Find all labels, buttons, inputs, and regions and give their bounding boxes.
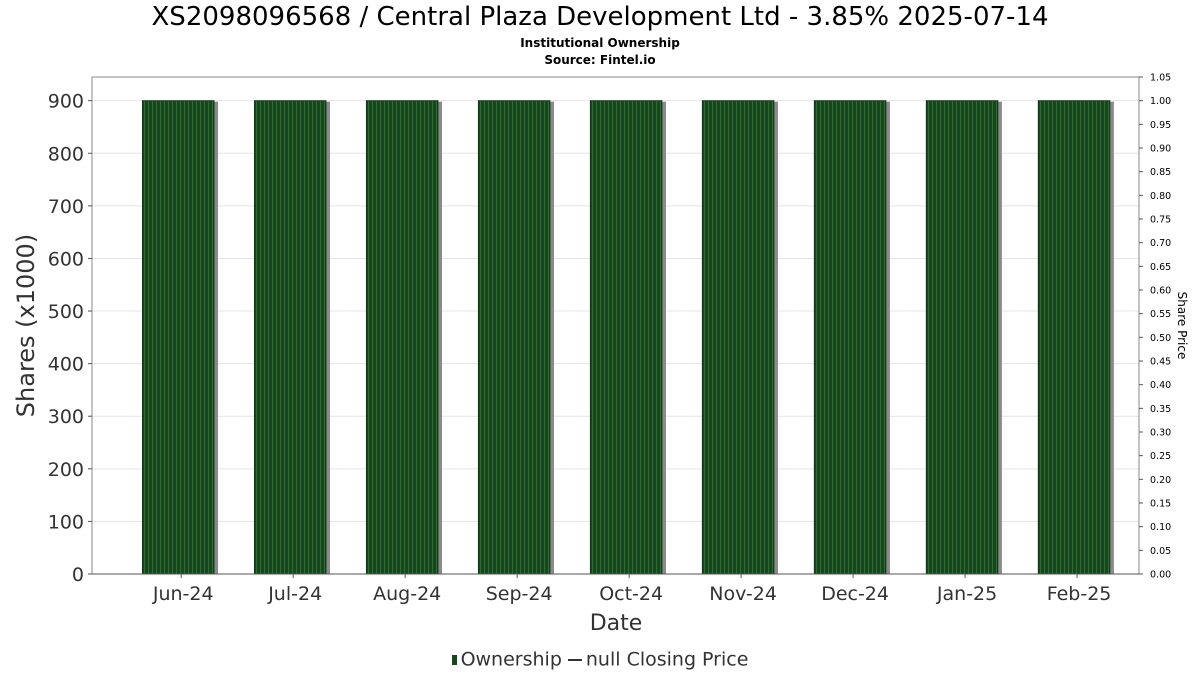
ownership-bar bbox=[141, 100, 215, 575]
x-tick-label: Aug-24 bbox=[373, 583, 441, 605]
ownership-bar bbox=[813, 100, 887, 575]
y-tick-label: 800 bbox=[48, 143, 84, 165]
y2-tick-label: 0.50 bbox=[1150, 333, 1171, 344]
x-tick-label: Feb-25 bbox=[1047, 583, 1112, 605]
y2-tick-label: 0.25 bbox=[1150, 451, 1171, 462]
y-tick-label: 100 bbox=[48, 511, 84, 533]
ownership-bar bbox=[925, 100, 999, 575]
price-legend-swatch bbox=[567, 658, 582, 661]
y-tick-label: 300 bbox=[48, 406, 84, 428]
x-axis-title: Date bbox=[590, 611, 643, 636]
chart-subtitle: Institutional Ownership bbox=[520, 36, 680, 50]
price-legend-label: null Closing Price bbox=[585, 648, 749, 671]
ownership-bar bbox=[589, 100, 663, 575]
y2-tick-label: 0.75 bbox=[1150, 215, 1171, 226]
y2-tick-label: 0.05 bbox=[1150, 546, 1171, 557]
y-tick-label: 0 bbox=[72, 564, 84, 586]
y2-tick-label: 0.85 bbox=[1150, 167, 1171, 178]
ownership-bar bbox=[1037, 100, 1111, 575]
y-tick-label: 900 bbox=[48, 91, 84, 113]
chart-title: XS2098096568 / Central Plaza Development… bbox=[151, 2, 1049, 32]
y2-tick-label: 0.45 bbox=[1150, 357, 1171, 368]
x-tick-label: Jun-24 bbox=[152, 583, 214, 605]
ownership-legend-label: Ownership bbox=[460, 648, 562, 671]
y2-tick-label: 0.55 bbox=[1150, 309, 1171, 320]
y2-tick-label: 0.00 bbox=[1150, 570, 1171, 581]
y2-axis-title: Share Price bbox=[1175, 292, 1189, 360]
x-tick-label: Dec-24 bbox=[821, 583, 889, 605]
ownership-bar bbox=[253, 100, 327, 575]
chart-legend: Ownership null Closing Price bbox=[0, 648, 1200, 671]
y-tick-label: 600 bbox=[48, 248, 84, 270]
y2-tick-label: 0.10 bbox=[1150, 522, 1171, 533]
y2-tick-label: 0.20 bbox=[1150, 475, 1171, 486]
ownership-bar bbox=[701, 100, 775, 575]
y2-tick-label: 0.95 bbox=[1150, 120, 1171, 131]
x-tick-label: Oct-24 bbox=[599, 583, 663, 605]
x-tick-label: Nov-24 bbox=[709, 583, 777, 605]
y2-tick-label: 0.60 bbox=[1150, 286, 1171, 297]
ownership-bar bbox=[477, 100, 551, 575]
y2-tick-label: 0.80 bbox=[1150, 191, 1171, 202]
x-tick-label: Jul-24 bbox=[267, 583, 322, 605]
x-tick-label: Sep-24 bbox=[486, 583, 553, 605]
y2-tick-label: 0.15 bbox=[1150, 499, 1171, 510]
ownership-legend-swatch bbox=[451, 654, 457, 665]
y2-tick-label: 0.65 bbox=[1150, 262, 1171, 273]
y2-tick-label: 1.00 bbox=[1150, 96, 1171, 107]
y2-tick-label: 0.70 bbox=[1150, 238, 1171, 249]
y2-tick-label: 0.30 bbox=[1150, 428, 1171, 439]
y-tick-label: 500 bbox=[48, 301, 84, 323]
y-tick-label: 200 bbox=[48, 459, 84, 481]
y2-tick-label: 0.40 bbox=[1150, 380, 1171, 391]
y-tick-label: 700 bbox=[48, 196, 84, 218]
chart-source: Source: Fintel.io bbox=[544, 53, 656, 67]
y2-tick-label: 1.05 bbox=[1150, 73, 1171, 84]
y2-tick-label: 0.35 bbox=[1150, 404, 1171, 415]
y-tick-label: 400 bbox=[48, 354, 84, 376]
y-axis-title: Shares (x1000) bbox=[12, 234, 40, 417]
y2-tick-label: 0.90 bbox=[1150, 144, 1171, 155]
ownership-bar bbox=[365, 100, 439, 575]
x-tick-label: Jan-25 bbox=[936, 583, 997, 605]
